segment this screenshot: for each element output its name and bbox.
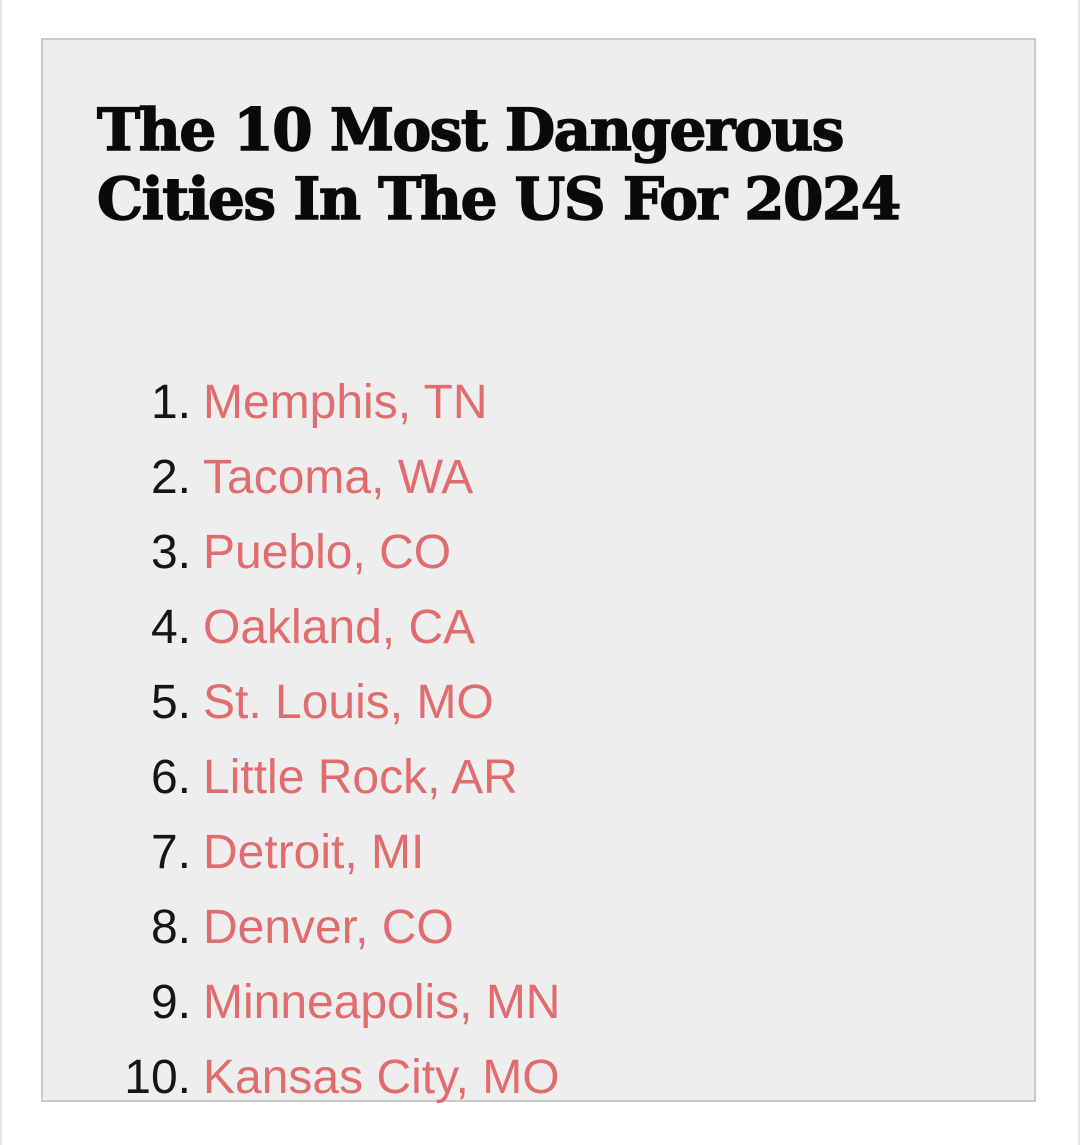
list-item: 1. Memphis, TN	[43, 365, 560, 440]
list-item-number: 6.	[150, 751, 191, 804]
list-item-number: 10.	[124, 1051, 191, 1104]
list-item: 10. Kansas City, MO	[43, 1040, 560, 1115]
list-item-number: 2.	[150, 451, 191, 504]
list-item: 4. Oakland, CA	[43, 590, 560, 665]
list-item: 2. Tacoma, WA	[43, 440, 560, 515]
list-item: 7. Detroit, MI	[43, 815, 560, 890]
city-link[interactable]: Oakland, CA	[203, 601, 476, 654]
list-item-number: 9.	[150, 976, 191, 1029]
list-item: 8. Denver, CO	[43, 890, 560, 965]
list-item: 5. St. Louis, MO	[43, 665, 560, 740]
page-edge-left	[0, 0, 2, 1145]
list-item: 6. Little Rock, AR	[43, 740, 560, 815]
city-link[interactable]: Detroit, MI	[203, 826, 425, 879]
content-box: The 10 Most Dangerous Cities In The US F…	[41, 38, 1036, 1104]
city-link[interactable]: Memphis, TN	[203, 376, 488, 429]
list-item: 9. Minneapolis, MN	[43, 965, 561, 1040]
city-link[interactable]: Kansas City, MO	[203, 1051, 560, 1104]
list-item-number: 5.	[150, 676, 191, 729]
city-link[interactable]: Tacoma, WA	[203, 451, 474, 504]
page-edge-right	[1078, 0, 1080, 1145]
city-link[interactable]: Little Rock, AR	[203, 751, 518, 804]
city-link[interactable]: Pueblo, CO	[203, 526, 452, 579]
list-item-number: 8.	[150, 901, 191, 954]
list-item: 3. Pueblo, CO	[43, 515, 560, 590]
page-title: The 10 Most Dangerous Cities In The US F…	[96, 95, 902, 234]
list-item-number: 3.	[150, 526, 191, 579]
city-link[interactable]: St. Louis, MO	[203, 676, 494, 729]
city-link[interactable]: Minneapolis, MN	[203, 976, 561, 1029]
list-item-number: 1.	[150, 376, 191, 429]
list-item-number: 7.	[150, 826, 191, 879]
city-list: 1. Memphis, TN 2. Tacoma, WA 3. Pueblo, …	[43, 365, 560, 1115]
list-item-number: 4.	[150, 601, 191, 654]
city-link[interactable]: Denver, CO	[203, 901, 454, 954]
